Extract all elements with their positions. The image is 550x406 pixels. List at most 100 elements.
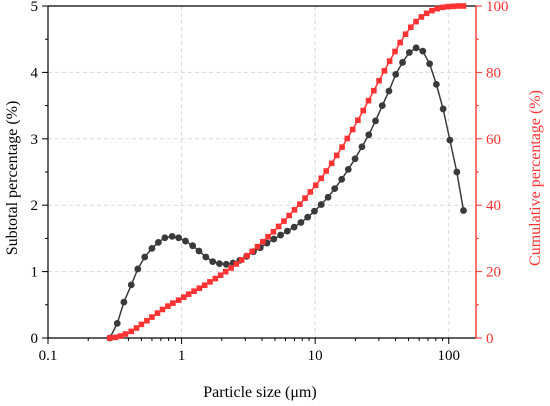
y-left-tick-label: 2 — [31, 198, 39, 214]
cumulative-point — [392, 48, 398, 55]
y-right-tick-label: 60 — [486, 132, 501, 148]
cumulative-point — [212, 275, 219, 282]
cumulative-point — [217, 272, 224, 279]
cumulative-point — [423, 10, 430, 17]
subtotal-point — [311, 207, 318, 215]
subtotal-point — [405, 49, 413, 56]
cumulative-point — [371, 87, 377, 94]
subtotal-point — [216, 260, 223, 268]
cumulative-point — [418, 14, 425, 20]
subtotal-point — [154, 238, 162, 246]
x-tick-label: 100 — [437, 348, 460, 364]
grid-layer — [47, 5, 476, 338]
subtotal-point — [182, 237, 189, 245]
subtotal-point — [399, 59, 406, 66]
cumulative-point — [286, 212, 292, 219]
y-right-tick-label: 40 — [486, 198, 501, 214]
subtotal-point — [127, 281, 135, 289]
cumulative-point — [291, 207, 298, 213]
subtotal-point — [412, 44, 420, 52]
cumulative-point — [349, 126, 356, 133]
subtotal-point — [385, 87, 393, 95]
y-right-axis-title: Cumulative percentage (%) — [527, 90, 544, 266]
cumulative-point — [312, 182, 319, 189]
subtotal-point — [134, 265, 142, 273]
y-left-axis-title: Subtotal percentage (%) — [4, 101, 21, 256]
subtotal-point — [372, 117, 379, 125]
y-right-tick-label: 20 — [486, 265, 501, 281]
cumulative-point — [386, 58, 393, 64]
subtotal-point — [120, 298, 128, 306]
cumulative-point — [159, 306, 166, 313]
cumulative-point — [122, 331, 129, 337]
subtotal-point — [277, 231, 284, 239]
subtotal-point — [168, 233, 176, 240]
subtotal-point — [209, 258, 217, 266]
cumulative-point — [307, 189, 314, 195]
cumulative-point — [228, 265, 234, 271]
cumulative-point — [323, 168, 330, 174]
cumulative-point — [355, 117, 361, 124]
x-axis-title: Particle size (μm) — [203, 384, 316, 401]
cumulative-point — [413, 18, 419, 25]
subtotal-point — [141, 253, 149, 261]
cumulative-point — [191, 288, 197, 294]
subtotal-point — [378, 102, 386, 109]
cumulative-series-line — [109, 5, 464, 339]
subtotal-point — [202, 253, 210, 261]
subtotal-point — [317, 201, 325, 208]
cumulative-point — [138, 321, 145, 328]
cumulative-point — [328, 160, 335, 167]
cumulative-point — [207, 279, 213, 285]
cumulative-point — [429, 7, 435, 14]
subtotal-point — [113, 319, 121, 327]
cumulative-point — [275, 223, 282, 230]
subtotal-point — [460, 207, 467, 214]
subtotal-point — [331, 185, 339, 193]
y-left-tick-label: 0 — [31, 331, 39, 347]
subtotal-point — [426, 60, 433, 68]
labels-layer: Particle size (μm) Subtotal percentage (… — [4, 90, 544, 401]
subtotal-point — [195, 247, 203, 255]
cumulative-point — [376, 77, 382, 84]
cumulative-point — [265, 233, 271, 240]
cumulative-point — [344, 135, 351, 142]
cumulative-point — [439, 4, 446, 11]
cumulative-point — [318, 175, 325, 182]
x-tick-label: 1 — [178, 348, 186, 364]
cumulative-point — [434, 5, 441, 12]
y-left-tick-label: 3 — [31, 132, 39, 148]
subtotal-point — [189, 242, 197, 250]
cumulative-point — [170, 300, 176, 306]
y-right-tick-label: 80 — [486, 65, 501, 81]
cumulative-point — [175, 297, 182, 303]
subtotal-point — [365, 131, 373, 139]
subtotal-series-line — [109, 46, 465, 339]
y-left-tick-label: 4 — [31, 65, 39, 81]
cumulative-point — [333, 152, 340, 159]
y-left-tick-label: 5 — [31, 0, 39, 15]
cumulative-point — [128, 328, 135, 335]
subtotal-point — [324, 193, 332, 201]
subtotal-point — [446, 136, 454, 144]
cumulative-point — [302, 195, 308, 202]
subtotal-point — [439, 105, 447, 113]
cumulative-point — [222, 268, 229, 275]
subtotal-point — [304, 213, 312, 221]
subtotal-point — [358, 143, 366, 151]
cumulative-point — [244, 252, 250, 259]
cumulative-point — [402, 31, 409, 38]
cumulative-point — [112, 334, 119, 341]
series-layer — [106, 3, 467, 342]
cumulative-point — [270, 228, 277, 235]
cumulative-point — [397, 39, 403, 46]
cumulative-point — [260, 238, 266, 245]
cumulative-point — [117, 333, 124, 339]
cumulative-point — [450, 3, 456, 10]
cumulative-point — [106, 335, 113, 341]
subtotal-point — [392, 70, 400, 78]
cumulative-point — [238, 257, 245, 263]
cumulative-point — [149, 314, 155, 320]
